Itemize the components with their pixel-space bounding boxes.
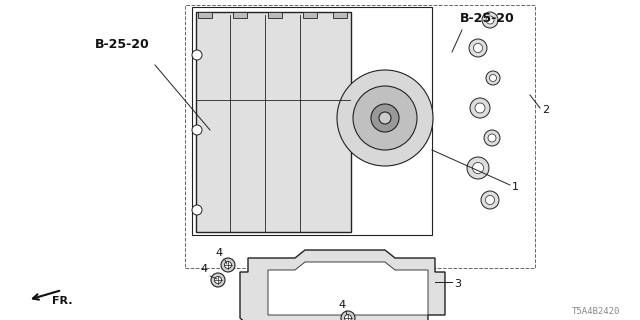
Text: T5A4B2420: T5A4B2420 [572,307,620,316]
Circle shape [474,44,483,52]
Text: B-25-20: B-25-20 [95,38,150,51]
Circle shape [379,112,391,124]
Circle shape [481,191,499,209]
Bar [303,12,317,18]
Circle shape [353,86,417,150]
Circle shape [486,71,500,85]
Circle shape [475,103,485,113]
Circle shape [467,157,489,179]
Text: 4: 4 [215,248,222,258]
Circle shape [211,273,225,287]
Circle shape [214,276,221,284]
Circle shape [472,163,483,173]
Circle shape [484,130,500,146]
Circle shape [486,196,495,204]
Circle shape [490,75,497,82]
Circle shape [337,70,433,166]
Bar [196,12,351,232]
Text: 2: 2 [542,105,549,115]
Circle shape [221,258,235,272]
Text: B-25-20: B-25-20 [460,12,515,25]
Bar [233,12,247,18]
Text: FR.: FR. [52,296,72,306]
Polygon shape [240,250,445,320]
Circle shape [486,16,494,24]
Bar [185,5,535,268]
Circle shape [192,125,202,135]
Circle shape [192,205,202,215]
Text: 3: 3 [454,279,461,289]
Text: 4: 4 [200,264,207,274]
Bar [268,12,282,18]
Circle shape [469,39,487,57]
Circle shape [371,104,399,132]
Bar [192,7,432,235]
Bar [333,12,347,18]
Circle shape [192,50,202,60]
Bar [198,12,212,18]
Circle shape [225,261,232,268]
Circle shape [482,12,498,28]
Text: 1: 1 [512,182,519,192]
Circle shape [344,315,351,320]
Text: 4: 4 [338,300,345,310]
Polygon shape [268,262,428,315]
Circle shape [341,311,355,320]
Circle shape [470,98,490,118]
Circle shape [488,134,496,142]
